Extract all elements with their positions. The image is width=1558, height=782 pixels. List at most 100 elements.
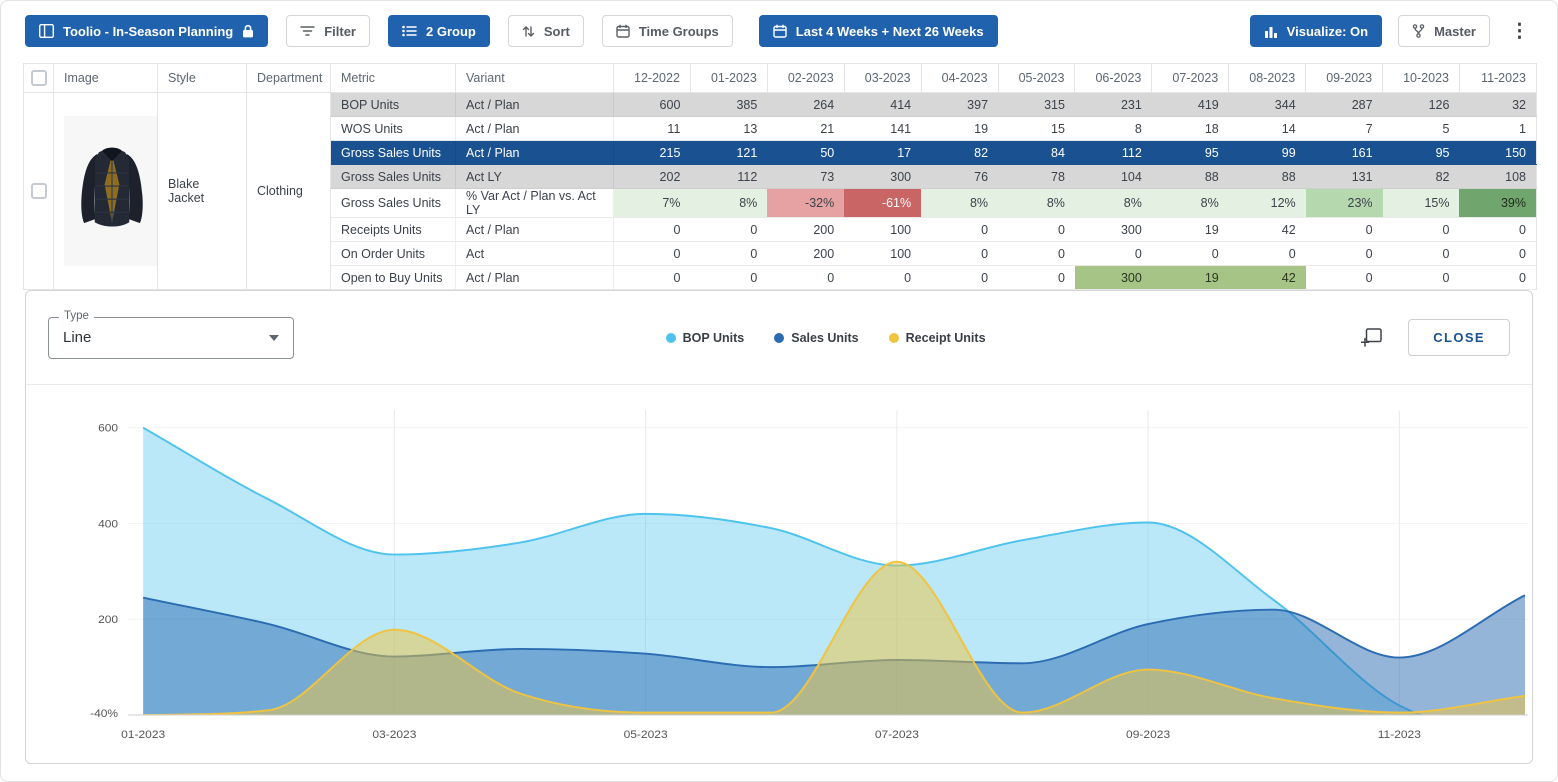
master-button[interactable]: Master xyxy=(1398,15,1490,47)
value-cell[interactable]: 315 xyxy=(998,93,1075,117)
value-cell[interactable]: 100 xyxy=(844,242,921,266)
date-range-button[interactable]: Last 4 Weeks + Next 26 Weeks xyxy=(759,15,998,47)
value-cell[interactable]: 23% xyxy=(1306,189,1383,218)
value-cell[interactable]: 108 xyxy=(1459,165,1536,189)
value-cell[interactable]: 0 xyxy=(1459,266,1536,290)
metric-cell[interactable]: BOP Units xyxy=(331,93,456,117)
variant-cell[interactable]: Act / Plan xyxy=(456,141,614,165)
column-header-metric[interactable]: Metric xyxy=(331,64,456,93)
variant-cell[interactable]: Act xyxy=(456,242,614,266)
value-cell[interactable]: 419 xyxy=(1152,93,1229,117)
metric-cell[interactable]: Receipts Units xyxy=(331,218,456,242)
value-cell[interactable]: 0 xyxy=(614,266,691,290)
value-cell[interactable]: 200 xyxy=(767,242,844,266)
column-header-month[interactable]: 08-2023 xyxy=(1229,64,1306,93)
column-header-department[interactable]: Department xyxy=(247,64,331,93)
value-cell[interactable]: 18 xyxy=(1152,117,1229,141)
report-title-button[interactable]: Toolio - In-Season Planning xyxy=(25,15,268,47)
value-cell[interactable]: 0 xyxy=(998,218,1075,242)
value-cell[interactable]: 21 xyxy=(767,117,844,141)
group-button[interactable]: 2 Group xyxy=(388,15,490,47)
variant-cell[interactable]: Act / Plan xyxy=(456,93,614,117)
value-cell[interactable]: 95 xyxy=(1152,141,1229,165)
legend-item[interactable]: BOP Units xyxy=(666,331,745,345)
value-cell[interactable]: 385 xyxy=(690,93,767,117)
legend-item[interactable]: Receipt Units xyxy=(889,331,986,345)
value-cell[interactable]: 39% xyxy=(1459,189,1536,218)
value-cell[interactable]: 0 xyxy=(998,242,1075,266)
value-cell[interactable]: 13 xyxy=(690,117,767,141)
value-cell[interactable]: 88 xyxy=(1229,165,1306,189)
column-header-month[interactable]: 09-2023 xyxy=(1306,64,1383,93)
value-cell[interactable]: 12% xyxy=(1229,189,1306,218)
value-cell[interactable]: 300 xyxy=(1075,266,1152,290)
value-cell[interactable]: 78 xyxy=(998,165,1075,189)
metric-cell[interactable]: Gross Sales Units xyxy=(331,141,456,165)
value-cell[interactable]: 42 xyxy=(1229,266,1306,290)
value-cell[interactable]: 8 xyxy=(1075,117,1152,141)
value-cell[interactable]: 0 xyxy=(921,242,998,266)
variant-cell[interactable]: Act / Plan xyxy=(456,117,614,141)
value-cell[interactable]: 0 xyxy=(1306,242,1383,266)
value-cell[interactable]: 8% xyxy=(690,189,767,218)
column-header-image[interactable]: Image xyxy=(54,64,158,93)
value-cell[interactable]: 0 xyxy=(1229,242,1306,266)
column-header-month[interactable]: 02-2023 xyxy=(767,64,844,93)
value-cell[interactable]: 19 xyxy=(921,117,998,141)
value-cell[interactable]: 11 xyxy=(614,117,691,141)
value-cell[interactable]: 100 xyxy=(844,218,921,242)
metric-cell[interactable]: Gross Sales Units xyxy=(331,165,456,189)
value-cell[interactable]: 99 xyxy=(1229,141,1306,165)
visualize-button[interactable]: Visualize: On xyxy=(1250,15,1382,47)
variant-cell[interactable]: % Var Act / Plan vs. Act LY xyxy=(456,189,614,218)
time-groups-button[interactable]: Time Groups xyxy=(602,15,733,47)
value-cell[interactable]: 141 xyxy=(844,117,921,141)
column-header-month[interactable]: 11-2023 xyxy=(1459,64,1536,93)
column-header-month[interactable]: 04-2023 xyxy=(921,64,998,93)
value-cell[interactable]: 8% xyxy=(998,189,1075,218)
value-cell[interactable]: 1 xyxy=(1459,117,1536,141)
value-cell[interactable]: 19 xyxy=(1152,266,1229,290)
value-cell[interactable]: 112 xyxy=(1075,141,1152,165)
value-cell[interactable]: 0 xyxy=(998,266,1075,290)
legend-item[interactable]: Sales Units xyxy=(774,331,858,345)
value-cell[interactable]: 397 xyxy=(921,93,998,117)
value-cell[interactable]: 42 xyxy=(1229,218,1306,242)
value-cell[interactable]: 0 xyxy=(690,266,767,290)
value-cell[interactable]: 82 xyxy=(921,141,998,165)
value-cell[interactable]: 8% xyxy=(1152,189,1229,218)
value-cell[interactable]: 161 xyxy=(1306,141,1383,165)
close-button[interactable]: CLOSE xyxy=(1408,319,1510,356)
value-cell[interactable]: 0 xyxy=(767,266,844,290)
column-header-month[interactable]: 05-2023 xyxy=(998,64,1075,93)
value-cell[interactable]: 84 xyxy=(998,141,1075,165)
value-cell[interactable]: 0 xyxy=(690,218,767,242)
value-cell[interactable]: 50 xyxy=(767,141,844,165)
chart-type-select[interactable]: Type Line xyxy=(48,317,294,359)
value-cell[interactable]: 32 xyxy=(1459,93,1536,117)
variant-cell[interactable]: Act / Plan xyxy=(456,218,614,242)
column-header-month[interactable]: 06-2023 xyxy=(1075,64,1152,93)
column-header-month[interactable]: 01-2023 xyxy=(690,64,767,93)
value-cell[interactable]: 17 xyxy=(844,141,921,165)
value-cell[interactable]: 0 xyxy=(1383,266,1460,290)
metric-cell[interactable]: WOS Units xyxy=(331,117,456,141)
value-cell[interactable]: 7% xyxy=(614,189,691,218)
value-cell[interactable]: 112 xyxy=(690,165,767,189)
select-all-checkbox[interactable] xyxy=(31,70,47,86)
value-cell[interactable]: 131 xyxy=(1306,165,1383,189)
value-cell[interactable]: 0 xyxy=(690,242,767,266)
value-cell[interactable]: 264 xyxy=(767,93,844,117)
value-cell[interactable]: 126 xyxy=(1383,93,1460,117)
value-cell[interactable]: 104 xyxy=(1075,165,1152,189)
value-cell[interactable]: 0 xyxy=(1306,266,1383,290)
value-cell[interactable]: 287 xyxy=(1306,93,1383,117)
value-cell[interactable]: 0 xyxy=(1383,218,1460,242)
add-chart-icon[interactable] xyxy=(1357,324,1386,351)
column-header-style[interactable]: Style xyxy=(158,64,247,93)
variant-cell[interactable]: Act / Plan xyxy=(456,266,614,290)
metric-cell[interactable]: Gross Sales Units xyxy=(331,189,456,218)
variant-cell[interactable]: Act LY xyxy=(456,165,614,189)
value-cell[interactable]: 0 xyxy=(1383,242,1460,266)
value-cell[interactable]: 0 xyxy=(921,218,998,242)
